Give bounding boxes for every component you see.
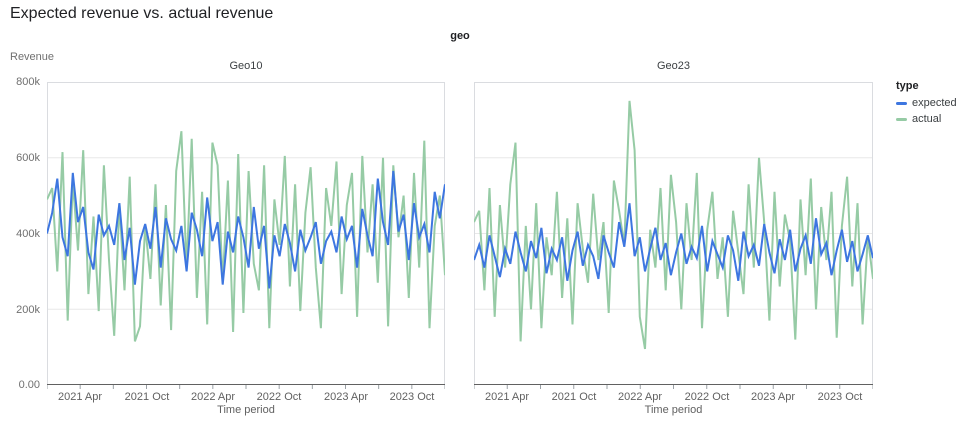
- x-tick-label: 2023 Apr: [750, 391, 796, 403]
- legend-label: expected: [912, 97, 957, 109]
- x-tick-label: 2022 Apr: [617, 391, 663, 403]
- x-axis-tick-labels-geo10: 2021 Apr 2021 Oct 2022 Apr 2022 Oct 2023 Apr…: [47, 391, 445, 404]
- x-tick-label: 2021 Oct: [551, 391, 597, 403]
- line-chart-geo23[interactable]: [474, 82, 873, 390]
- x-tick-label: 2021 Apr: [484, 391, 530, 403]
- expected-line-series[interactable]: [474, 203, 873, 281]
- y-tick-label: 0.00: [18, 379, 40, 391]
- x-axis-title-geo23: Time period: [644, 404, 703, 416]
- y-tick-label: 200k: [16, 304, 40, 316]
- y-tick-label: 800k: [16, 76, 40, 88]
- actual-line-series[interactable]: [474, 100, 873, 350]
- facet-title-geo23: Geo23: [656, 60, 691, 72]
- x-tick-label: 2023 Oct: [389, 391, 435, 403]
- facet-title-geo10: Geo10: [229, 60, 263, 72]
- facet-field-label: geo: [450, 30, 470, 42]
- x-tick-label: 2022 Oct: [684, 391, 730, 403]
- expected-series-swatch-icon: [896, 101, 907, 105]
- legend-item-expected[interactable]: expected: [896, 97, 957, 109]
- chart-title: Expected revenue vs. actual revenue: [10, 5, 274, 22]
- x-tick-label: 2022 Apr: [190, 391, 236, 403]
- x-tick-label: 2021 Oct: [124, 391, 170, 403]
- actual-series-swatch-icon: [896, 117, 907, 121]
- legend-label: actual: [912, 113, 942, 125]
- y-tick-label: 600k: [16, 152, 40, 164]
- legend-item-actual[interactable]: actual: [896, 113, 957, 125]
- x-tick-label: 2023 Apr: [323, 391, 369, 403]
- x-axis-title-geo10: Time period: [217, 404, 275, 416]
- y-tick-label: 400k: [16, 228, 40, 240]
- expected-line-series[interactable]: [47, 170, 445, 289]
- x-tick-label: 2021 Apr: [57, 391, 103, 403]
- x-tick-label: 2023 Oct: [817, 391, 863, 403]
- x-tick-label: 2022 Oct: [256, 391, 302, 403]
- line-chart-geo10[interactable]: [47, 82, 445, 390]
- y-axis-title: Revenue: [10, 51, 55, 63]
- chart-legend: type expected actual: [896, 80, 957, 125]
- actual-line-series[interactable]: [47, 131, 445, 342]
- legend-title: type: [896, 80, 919, 92]
- x-axis-tick-labels-geo23: 2021 Apr 2021 Oct 2022 Apr 2022 Oct 2023 Apr…: [474, 391, 873, 404]
